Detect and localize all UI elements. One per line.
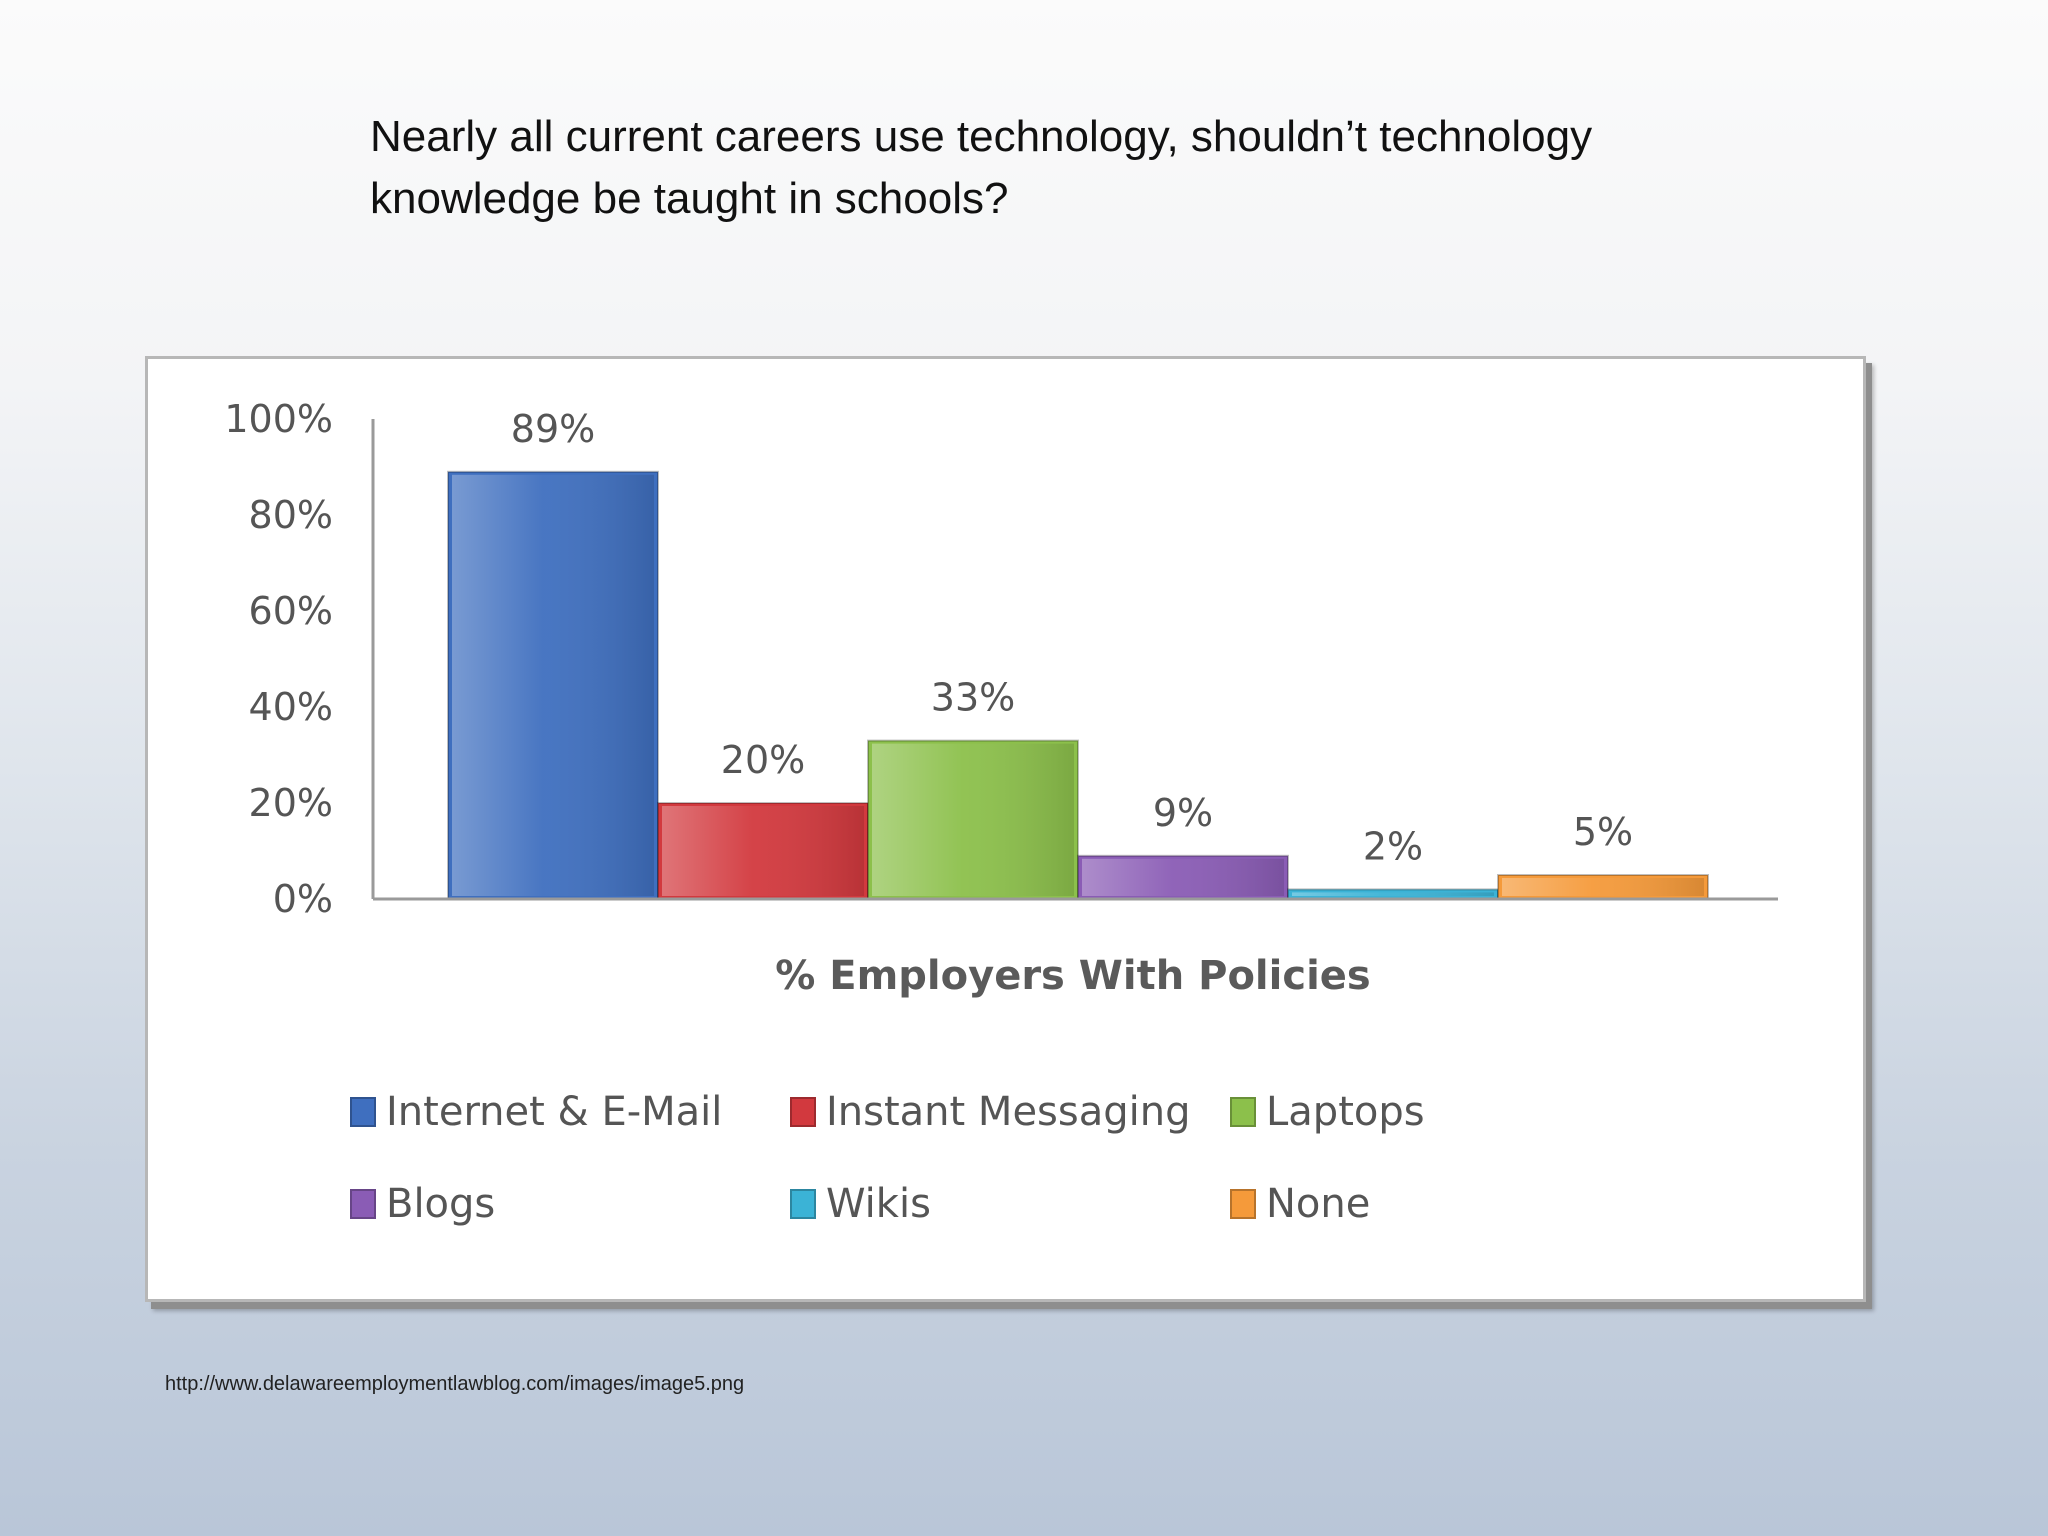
legend-item: None [1230, 1176, 1530, 1232]
data-label: 20% [721, 738, 805, 782]
legend-item: Wikis [790, 1176, 1230, 1232]
legend-swatch [350, 1097, 376, 1127]
y-tick-label: 0% [273, 877, 333, 921]
bar-highlight [452, 474, 654, 896]
bar-chart: 0% 20% 40% 60% 80% 100% 89% 20% 33% 9% 2% 5% % Emp… [224, 397, 1778, 999]
y-tick-label: 60% [249, 589, 333, 633]
y-tick-label: 20% [249, 781, 333, 825]
data-label: 33% [931, 676, 1015, 720]
source-url: http://www.delawareemploymentlawblog.com… [165, 1373, 745, 1395]
bar-highlight [872, 743, 1074, 896]
legend-label: None [1266, 1181, 1371, 1227]
data-labels: 89% 20% 33% 9% 2% 5% [511, 407, 1633, 869]
bar-highlight [1502, 878, 1704, 896]
legend-label: Laptops [1266, 1089, 1425, 1135]
data-label: 2% [1363, 824, 1423, 868]
data-label: 89% [511, 407, 595, 451]
legend-label: Internet & E-Mail [386, 1089, 723, 1135]
bar-highlight [1292, 892, 1494, 896]
y-tick-label: 100% [224, 397, 333, 441]
legend-swatch [1230, 1097, 1256, 1127]
legend-swatch [790, 1189, 816, 1219]
y-tick-label: 80% [249, 493, 333, 537]
legend-item: Blogs [350, 1176, 790, 1232]
y-tick-label: 40% [249, 685, 333, 729]
bar-highlight [1082, 858, 1284, 896]
chart-frame: 0% 20% 40% 60% 80% 100% 89% 20% 33% 9% 2% 5% % Emp… [145, 356, 1866, 1302]
legend: Internet & E-Mail Instant Messaging Laptop… [350, 1084, 1550, 1232]
legend-label: Wikis [826, 1181, 931, 1227]
legend-label: Blogs [386, 1181, 496, 1227]
legend-swatch [1230, 1189, 1256, 1219]
legend-swatch [350, 1189, 376, 1219]
legend-label: Instant Messaging [826, 1089, 1191, 1135]
y-axis-ticks: 0% 20% 40% 60% 80% 100% [224, 397, 333, 921]
legend-item: Laptops [1230, 1084, 1530, 1140]
legend-item: Instant Messaging [790, 1084, 1230, 1140]
data-label: 9% [1153, 791, 1213, 835]
bar-highlight [662, 806, 864, 896]
bars [447, 470, 1709, 901]
data-label: 5% [1573, 810, 1633, 854]
x-axis-title: % Employers With Policies [775, 953, 1370, 999]
legend-swatch [790, 1097, 816, 1127]
slide-title: Nearly all current careers use technolog… [370, 112, 1593, 223]
legend-item: Internet & E-Mail [350, 1084, 790, 1140]
